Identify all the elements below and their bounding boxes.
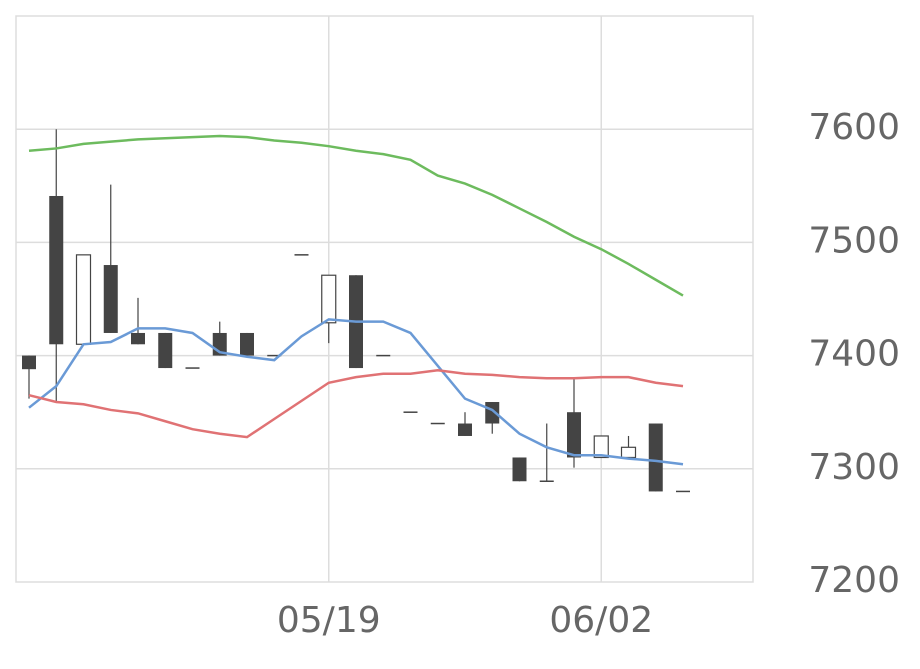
candle-body	[49, 195, 64, 345]
candle-body	[158, 332, 173, 369]
candle-body	[567, 412, 581, 458]
candle-body	[512, 457, 527, 482]
plot-frame	[15, 15, 754, 583]
candle-body	[321, 274, 337, 324]
x-tick-label: 06/02	[549, 600, 653, 641]
moving-average-line	[28, 134, 684, 297]
candle-body	[458, 423, 472, 436]
moving-average-line	[28, 318, 684, 466]
y-tick-label: 7200	[808, 560, 900, 601]
y-tick-label: 7300	[808, 447, 900, 488]
candle-body	[103, 265, 118, 333]
candle-body	[131, 332, 145, 345]
x-tick-label: 05/19	[277, 600, 381, 641]
y-tick-label: 7500	[808, 220, 900, 261]
candle-body	[240, 332, 254, 356]
candle-body	[22, 355, 36, 370]
candle-body	[648, 423, 663, 492]
y-tick-label: 7400	[808, 334, 900, 375]
candle-body	[620, 446, 637, 459]
candle-body	[75, 254, 92, 345]
moving-average-line	[28, 369, 684, 439]
candle-body	[593, 435, 609, 459]
y-tick-label: 7600	[808, 107, 900, 148]
